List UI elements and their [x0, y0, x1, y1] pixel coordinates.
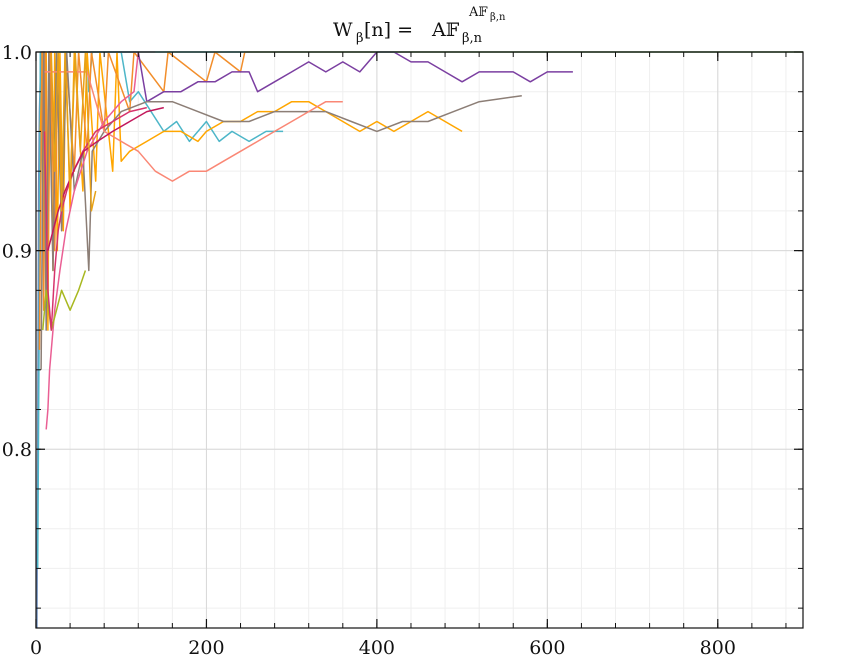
- series-line-8: [45, 51, 156, 430]
- title-lhs-main: W: [333, 19, 353, 41]
- plot-frame: [35, 51, 804, 629]
- title-rhs-subscript: β,n: [462, 31, 483, 46]
- x-tick-label: 800: [700, 637, 736, 659]
- series-layer: [36, 51, 803, 629]
- x-tick-label: 600: [529, 637, 565, 659]
- title-rhs-superscript-subscript: β,n: [490, 12, 506, 23]
- x-tick-label: 200: [188, 637, 224, 659]
- series-line-3: [39, 51, 463, 331]
- series-line-9: [42, 270, 87, 331]
- title-rhs-main: A𝔽: [431, 19, 460, 41]
- title-rhs-superscript: A𝔽: [468, 5, 488, 20]
- y-tick-labels: 0.8 0.9 1.0: [2, 42, 32, 461]
- series-line-5: [48, 51, 573, 103]
- x-tick-label: 400: [359, 637, 395, 659]
- series-line-11: [47, 106, 164, 251]
- chart-title: W β [n] = A𝔽 β,n A𝔽 β,n: [333, 5, 506, 46]
- x-tick-labels: 0 200 400 600 800: [30, 637, 736, 659]
- x-tick-label: 0: [30, 637, 42, 659]
- y-tick-label: 1.0: [2, 42, 32, 64]
- y-tick-label: 0.8: [2, 439, 32, 461]
- title-lhs-argument: [n] =: [364, 19, 413, 41]
- series-line-7: [44, 71, 343, 182]
- y-tick-label: 0.9: [2, 241, 32, 263]
- series-line-12: [50, 51, 97, 212]
- title-lhs-subscript: β: [356, 31, 364, 46]
- series-line-10: [43, 106, 147, 331]
